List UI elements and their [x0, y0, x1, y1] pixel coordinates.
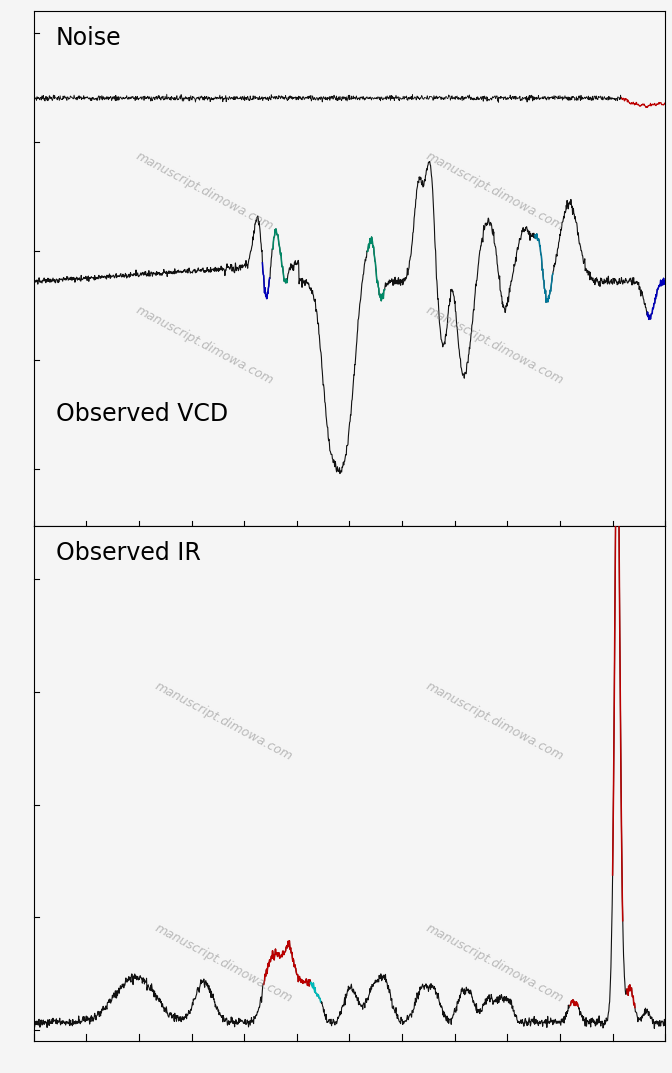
Text: manuscript.dimowa.com: manuscript.dimowa.com	[424, 149, 566, 233]
Text: manuscript.dimowa.com: manuscript.dimowa.com	[152, 679, 294, 763]
Text: Noise: Noise	[56, 26, 122, 50]
Text: manuscript.dimowa.com: manuscript.dimowa.com	[133, 149, 275, 233]
Text: Observed VCD: Observed VCD	[56, 402, 228, 426]
Text: manuscript.dimowa.com: manuscript.dimowa.com	[424, 679, 566, 763]
Text: manuscript.dimowa.com: manuscript.dimowa.com	[424, 922, 566, 1005]
Text: manuscript.dimowa.com: manuscript.dimowa.com	[133, 304, 275, 387]
Text: manuscript.dimowa.com: manuscript.dimowa.com	[424, 304, 566, 387]
Text: manuscript.dimowa.com: manuscript.dimowa.com	[152, 922, 294, 1005]
Text: Observed IR: Observed IR	[56, 541, 200, 565]
